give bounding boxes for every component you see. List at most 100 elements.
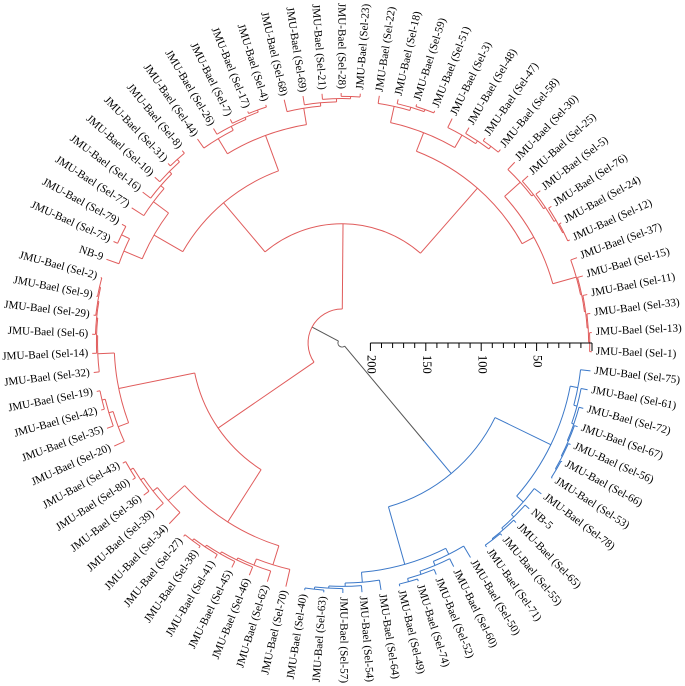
branch-arc [416, 150, 523, 244]
branch-radial [108, 411, 114, 414]
leaf-label: JMU-Bael (Sel-13) [596, 322, 683, 338]
branch-radial [360, 572, 363, 583]
branch-radial [130, 467, 134, 471]
branch-radial [559, 222, 562, 225]
branch-radial [97, 352, 115, 355]
branch-arc [560, 425, 575, 457]
branch-radial [341, 223, 344, 310]
branch-radial [570, 257, 578, 261]
branch-arc [314, 586, 343, 590]
distance-scale-axis: 200 150 100 50 [365, 342, 593, 374]
branch-radial [475, 140, 478, 144]
branch-arc [521, 180, 545, 209]
branch-radial [143, 490, 150, 496]
branch-radial [560, 460, 563, 463]
leaf-label: JMU-Bael (Sel-40) [285, 593, 310, 680]
branch-radial [155, 502, 164, 511]
leaf-label: JMU-Bael (Sel-64) [376, 593, 401, 680]
scale-tick-label: 200 [365, 355, 379, 374]
branch-radial [521, 236, 535, 245]
branch-radial [524, 504, 530, 510]
branch-arc [550, 460, 562, 478]
branch-radial [454, 134, 463, 148]
branch-arc [361, 547, 446, 573]
branch-radial [465, 127, 470, 134]
branch-radial [516, 495, 524, 503]
branch-radial [168, 171, 173, 175]
branch-radial [230, 126, 234, 131]
branch-radial [113, 241, 118, 244]
branch-arc [390, 122, 456, 149]
branch-radial [131, 207, 145, 217]
branch-radial [153, 234, 184, 253]
branch-arc [548, 207, 564, 234]
branch-radial [265, 104, 267, 108]
branch-radial [101, 398, 106, 401]
branch-radial [197, 138, 205, 149]
branch-radial [548, 205, 552, 209]
branch-arc [516, 386, 571, 497]
branch-radial [303, 108, 307, 125]
branch-arc [143, 477, 164, 504]
branch-arc [141, 212, 169, 260]
scale-tick-label: 100 [475, 355, 489, 374]
branch-arc [322, 98, 351, 100]
branch-radial [227, 469, 262, 523]
branch-radial [533, 488, 542, 495]
branch-radial [140, 477, 144, 481]
branch-radial [417, 578, 419, 582]
branch-radial [396, 99, 399, 104]
branch-radial [551, 477, 553, 479]
branch-radial [223, 202, 266, 253]
branch-radial [567, 239, 570, 242]
branch-radial [106, 425, 114, 429]
branch-radial [101, 408, 105, 411]
branch-arc [194, 372, 262, 471]
branch-radial [484, 544, 487, 548]
branch-radial [535, 190, 541, 195]
branch-radial [423, 440, 452, 474]
branch-radial [433, 569, 437, 575]
branch-radial [420, 187, 478, 254]
branch-arc [118, 238, 130, 264]
branch-radial [497, 149, 501, 153]
branch-radial [407, 578, 409, 582]
branch-radial [574, 425, 578, 428]
dendrogram-branches [92, 92, 592, 594]
leaf-label: JMU-Bael (Sel-23) [354, 3, 372, 90]
leaf-label: JMU-Bael (Sel-32) [4, 367, 91, 389]
branch-arc [95, 287, 102, 316]
branch-radial [488, 146, 492, 150]
branch-radial [582, 294, 588, 296]
branch-radial [445, 548, 450, 555]
branch-radial [433, 110, 436, 114]
branch-radial [447, 118, 453, 128]
branch-radial [415, 132, 425, 152]
leaf-label: JMU-Bael (Sel-22) [374, 6, 399, 93]
scale-tick-label: 150 [420, 355, 434, 374]
branch-radial [578, 406, 584, 409]
branch-arc [304, 587, 324, 591]
branch-radial [217, 361, 315, 429]
leaf-label: JMU-Bael (Sel-54) [357, 596, 376, 683]
branch-radial [265, 135, 280, 171]
branch-arc [577, 277, 585, 312]
branch-radial [247, 111, 250, 114]
branch-radial [181, 150, 185, 154]
root-arc [337, 340, 345, 348]
branch-radial [253, 558, 257, 566]
branch-arc [94, 301, 100, 335]
branch-arc [104, 399, 114, 427]
branch-radial [463, 545, 471, 558]
branch-radial [152, 487, 158, 492]
branch-radial [511, 514, 515, 518]
leaf-label: JMU-Bael (Sel-57) [337, 597, 349, 683]
branch-radial [377, 95, 380, 104]
leaf-label: JMU-Bael (Sel-6) [8, 325, 89, 340]
branch-radial [580, 369, 591, 372]
branch-radial [114, 441, 125, 447]
branch-radial [214, 554, 218, 559]
branch-arc [117, 226, 127, 244]
branch-radial [302, 95, 305, 105]
